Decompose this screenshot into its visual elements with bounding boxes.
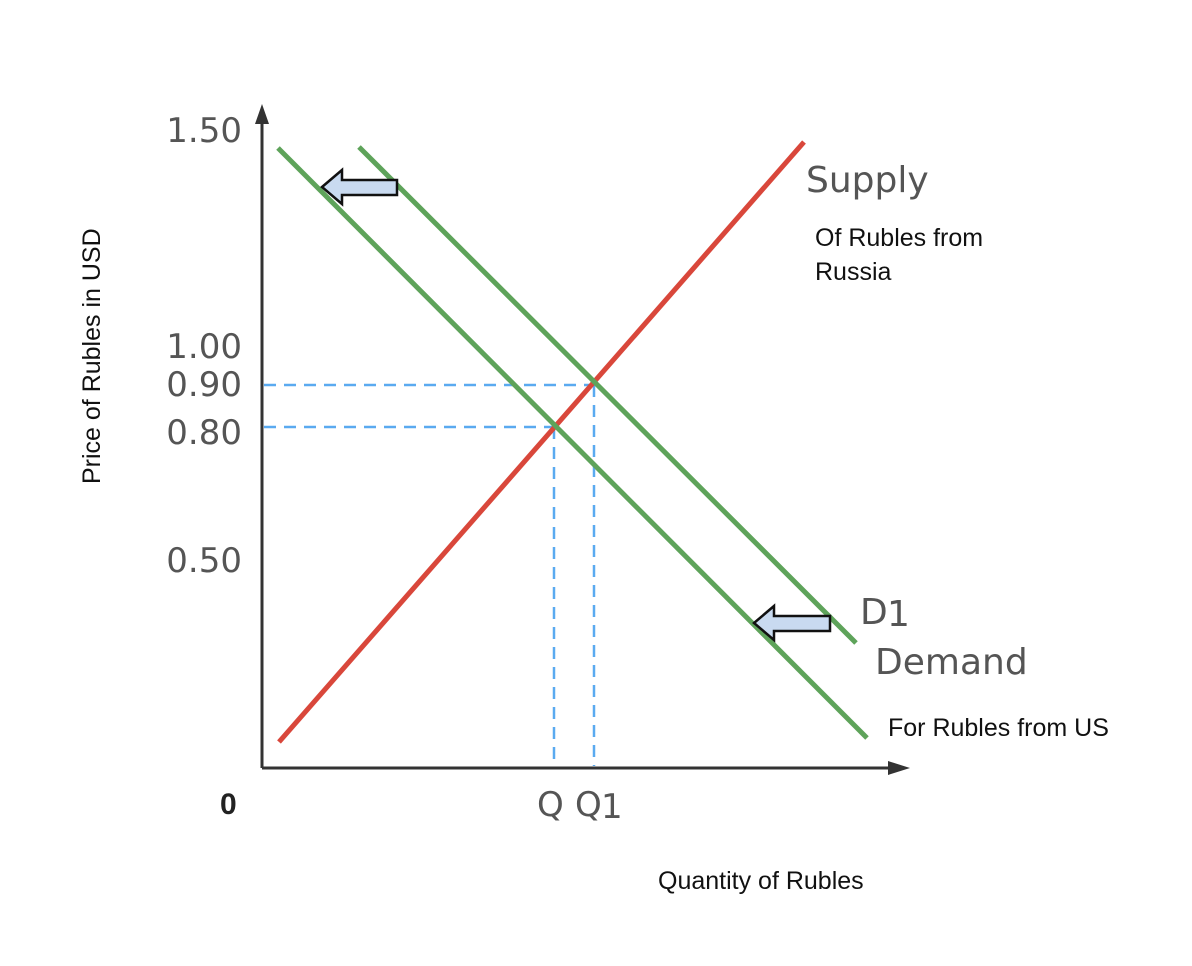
y-tick-label: 1.50 (166, 111, 242, 151)
curve-labels: Supply Of Rubles from Russia D 1 Demand … (806, 160, 1109, 742)
x-axis-arrowhead (888, 761, 910, 775)
demand-label: Demand (875, 642, 1028, 683)
shift-arrows (320, 167, 832, 643)
q-label: Q (537, 785, 564, 825)
y-axis-arrowhead (255, 104, 269, 124)
y-tick-label: 0.50 (166, 541, 242, 581)
demand-note: For Rubles from US (888, 714, 1109, 742)
quantity-labels: Q Q 1 (537, 785, 623, 827)
q1-label: Q (575, 785, 602, 825)
supply-note-line2: Russia (815, 258, 892, 286)
d1-label: D (860, 592, 888, 633)
y-tick-label: 0.80 (166, 413, 242, 453)
y-tick-labels: 1.50 1.00 0.90 0.80 0.50 (166, 111, 242, 581)
guide-lines (264, 383, 596, 766)
shift-arrow-icon-lower (752, 603, 832, 643)
shift-arrow-icon-upper (320, 167, 399, 207)
origin-label: 0 (220, 788, 237, 821)
supply-note-line1: Of Rubles from (815, 224, 983, 252)
demand-line-d1 (357, 145, 858, 645)
y-tick-label: 1.00 (166, 327, 242, 367)
axes (255, 104, 910, 775)
y-axis-title: Price of Rubles in USD (78, 228, 106, 484)
supply-label: Supply (806, 160, 929, 201)
d1-subscript: 1 (887, 594, 910, 635)
demand-line (276, 146, 869, 740)
x-axis-title: Quantity of Rubles (658, 867, 864, 895)
q1-subscript: 1 (601, 787, 623, 827)
curves (276, 140, 869, 744)
supply-line (277, 140, 806, 744)
y-tick-label: 0.90 (166, 365, 242, 405)
